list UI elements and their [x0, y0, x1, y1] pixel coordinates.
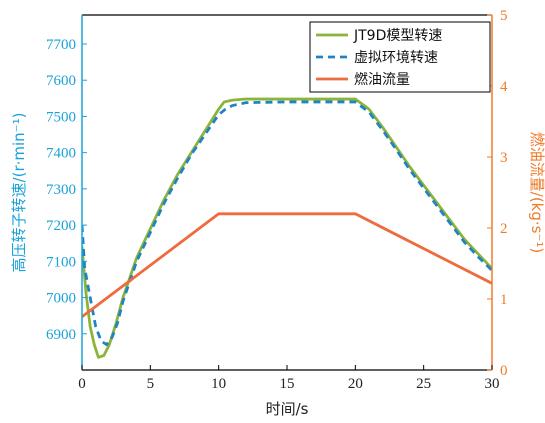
- x-tick-label: 10: [211, 376, 226, 392]
- legend-entry: 虚拟环境转速: [354, 50, 438, 66]
- axes: 0 5 10 15 20 25 306900700071007200730074007500…: [46, 8, 508, 392]
- x-tick-label: 25: [416, 376, 431, 392]
- x-tick-label: 30: [485, 376, 500, 392]
- y-right-tick-label: 0: [500, 363, 508, 379]
- y-left-tick-label: 7000: [46, 291, 76, 307]
- x-tick-label: 0: [78, 376, 86, 392]
- series-line-1: [82, 100, 492, 347]
- legend-entry: JT9D模型转速: [353, 28, 442, 44]
- x-tick-label: 20: [348, 376, 363, 392]
- y-left-tick-label: 7100: [46, 254, 76, 270]
- plot-series: [82, 97, 492, 359]
- y-left-tick-label: 7200: [46, 218, 76, 234]
- series-line-0: [82, 97, 492, 359]
- x-tick-label: 5: [147, 376, 155, 392]
- y-axis-left-label: 高压转子转速/(r·min⁻¹): [10, 113, 28, 273]
- legend-entry: 燃油流量: [354, 71, 410, 88]
- y-right-tick-label: 2: [500, 221, 508, 237]
- y-axis-right-label: 燃油流量/(kg·s⁻¹): [528, 132, 545, 253]
- y-left-tick-label: 7300: [46, 182, 76, 198]
- y-left-tick-label: 7600: [46, 73, 76, 89]
- y-left-tick-label: 7700: [46, 37, 76, 53]
- y-left-tick-label: 7400: [46, 146, 76, 162]
- y-left-tick-label: 6900: [46, 327, 76, 343]
- y-right-tick-label: 5: [500, 8, 508, 24]
- x-tick-label: 15: [280, 376, 295, 392]
- y-right-tick-label: 4: [500, 79, 508, 95]
- y-left-tick-label: 7500: [46, 109, 76, 125]
- series-line-2: [82, 212, 492, 319]
- y-right-tick-label: 3: [500, 150, 508, 166]
- y-right-tick-label: 1: [500, 292, 508, 308]
- x-axis-label: 时间/s: [266, 400, 309, 418]
